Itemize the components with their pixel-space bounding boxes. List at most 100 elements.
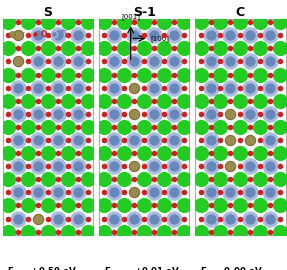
- Point: [112, 33, 117, 37]
- Point: [86, 230, 90, 234]
- Point: [46, 164, 51, 168]
- Point: [172, 46, 176, 50]
- Point: [228, 72, 233, 77]
- Point: [248, 59, 253, 63]
- Point: [228, 203, 233, 208]
- Point: [152, 46, 156, 50]
- Point: [198, 177, 203, 181]
- Text: $\mathbf{E_C}$ = 0.00 eV: $\mathbf{E_C}$ = 0.00 eV: [200, 265, 262, 270]
- Point: [36, 217, 40, 221]
- Point: [56, 190, 60, 194]
- Point: [26, 217, 30, 221]
- Point: [36, 230, 40, 234]
- Point: [26, 151, 30, 155]
- Point: [132, 72, 137, 77]
- Point: [102, 72, 107, 77]
- Point: [162, 230, 166, 234]
- Point: [278, 138, 282, 142]
- Point: [56, 164, 60, 168]
- Point: [6, 33, 11, 37]
- Point: [32, 32, 37, 36]
- Point: [268, 85, 272, 90]
- Point: [132, 217, 137, 221]
- Point: [16, 177, 21, 181]
- Point: [228, 99, 233, 103]
- Point: [112, 230, 117, 234]
- Point: [75, 190, 80, 194]
- Point: [36, 138, 40, 142]
- Point: [218, 59, 223, 63]
- Point: [56, 112, 60, 116]
- Point: [248, 112, 253, 116]
- Point: [122, 203, 127, 208]
- Point: [268, 217, 272, 221]
- Point: [218, 112, 223, 116]
- Point: [102, 190, 107, 194]
- Point: [112, 99, 117, 103]
- Point: [208, 20, 213, 24]
- Point: [122, 151, 127, 155]
- Point: [6, 164, 11, 168]
- Point: [172, 33, 176, 37]
- Point: [172, 190, 176, 194]
- Point: [75, 20, 80, 24]
- Point: [46, 20, 51, 24]
- Point: [46, 85, 51, 90]
- Point: [56, 72, 60, 77]
- Point: [142, 230, 146, 234]
- Point: [258, 203, 263, 208]
- Point: [268, 33, 272, 37]
- Point: [182, 151, 186, 155]
- Point: [112, 164, 117, 168]
- Point: [198, 99, 203, 103]
- Point: [208, 72, 213, 77]
- Point: [172, 20, 176, 24]
- Point: [36, 190, 40, 194]
- Point: [66, 46, 70, 50]
- Point: [278, 164, 282, 168]
- Point: [122, 112, 127, 116]
- Point: [162, 46, 166, 50]
- Point: [102, 33, 107, 37]
- Point: [162, 217, 166, 221]
- Point: [268, 33, 272, 37]
- Point: [26, 20, 30, 24]
- Point: [248, 217, 253, 221]
- Point: [6, 46, 11, 50]
- Point: [162, 59, 166, 63]
- Point: [182, 230, 186, 234]
- Point: [52, 32, 57, 36]
- Point: [75, 72, 80, 77]
- Point: [56, 177, 60, 181]
- Point: [112, 72, 117, 77]
- Point: [86, 138, 90, 142]
- Point: [198, 164, 203, 168]
- Title: C: C: [236, 6, 245, 19]
- Point: [228, 33, 233, 37]
- Point: [132, 230, 137, 234]
- Point: [56, 85, 60, 90]
- Point: [26, 177, 30, 181]
- Point: [132, 125, 137, 129]
- Point: [66, 20, 70, 24]
- Point: [152, 33, 156, 37]
- Point: [75, 190, 80, 194]
- Point: [75, 217, 80, 221]
- Point: [75, 230, 80, 234]
- Point: [122, 164, 127, 168]
- Point: [66, 85, 70, 90]
- Point: [218, 138, 223, 142]
- Point: [86, 190, 90, 194]
- Point: [36, 20, 40, 24]
- Point: [6, 125, 11, 129]
- Point: [238, 164, 243, 168]
- Point: [162, 99, 166, 103]
- Point: [66, 72, 70, 77]
- Point: [102, 20, 107, 24]
- Point: [172, 85, 176, 90]
- Point: [132, 46, 137, 50]
- Point: [66, 59, 70, 63]
- Point: [238, 138, 243, 142]
- Point: [182, 72, 186, 77]
- Point: [258, 46, 263, 50]
